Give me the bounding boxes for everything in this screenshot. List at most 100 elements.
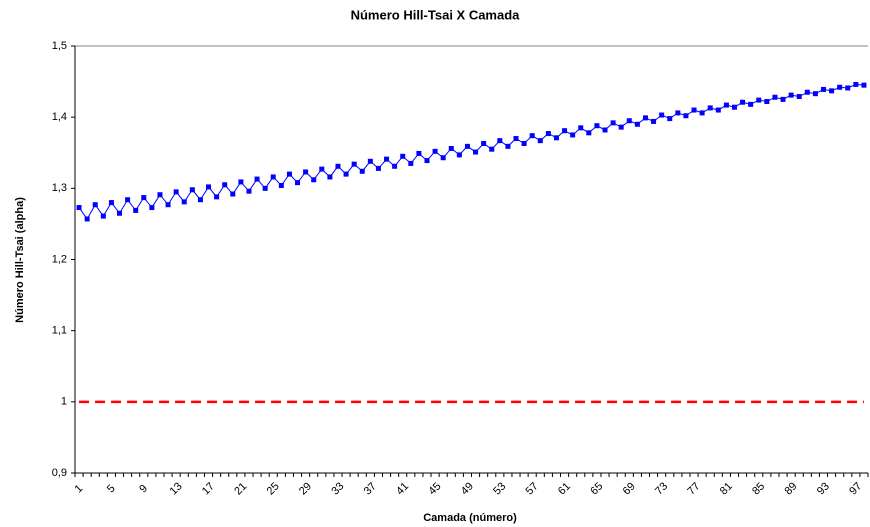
marker	[586, 130, 592, 136]
marker	[440, 155, 446, 161]
marker	[473, 149, 479, 155]
marker	[820, 86, 826, 92]
x-tick-label: 61	[556, 480, 573, 497]
marker	[578, 125, 584, 131]
marker	[351, 161, 357, 167]
marker	[845, 85, 851, 91]
marker	[141, 195, 147, 201]
marker	[683, 113, 689, 119]
marker	[618, 124, 624, 130]
marker	[254, 176, 260, 182]
marker	[659, 112, 665, 118]
x-tick-label: 41	[394, 480, 411, 497]
marker	[76, 205, 82, 211]
marker	[238, 179, 244, 185]
marker	[667, 116, 673, 122]
marker	[108, 200, 114, 206]
marker	[837, 84, 843, 90]
y-tick-label: 1,2	[52, 253, 67, 265]
marker	[634, 121, 640, 127]
marker	[464, 143, 470, 149]
x-tick-label: 37	[362, 480, 379, 497]
x-tick-label: 21	[232, 480, 249, 497]
marker	[92, 202, 98, 208]
x-tick-label: 1	[73, 483, 86, 496]
marker	[311, 177, 317, 183]
x-tick-label: 17	[200, 480, 217, 497]
marker	[651, 118, 657, 124]
x-tick-label: 77	[685, 480, 702, 497]
marker	[861, 82, 867, 88]
marker	[416, 150, 422, 156]
y-tick-label: 0,9	[52, 467, 67, 479]
marker	[84, 216, 90, 222]
marker	[367, 158, 373, 164]
marker	[553, 135, 559, 141]
marker	[424, 158, 430, 164]
marker	[222, 182, 228, 188]
marker	[206, 184, 212, 190]
marker	[335, 163, 341, 169]
marker	[165, 202, 171, 208]
marker	[545, 131, 551, 137]
marker	[197, 197, 203, 203]
marker	[521, 140, 527, 146]
marker	[642, 115, 648, 121]
marker	[691, 107, 697, 113]
marker	[537, 138, 543, 144]
marker	[788, 92, 794, 98]
marker	[715, 107, 721, 113]
marker	[456, 152, 462, 158]
marker	[270, 174, 276, 180]
y-tick-label: 1,3	[52, 182, 67, 194]
x-tick-label: 85	[750, 480, 767, 497]
marker	[173, 189, 179, 195]
marker	[699, 110, 705, 116]
marker	[214, 194, 220, 200]
marker	[100, 213, 106, 219]
marker	[157, 192, 163, 198]
x-tick-label: 65	[588, 480, 605, 497]
x-axis-title: Camada (número)	[423, 512, 517, 524]
x-tick-label: 45	[426, 480, 443, 497]
marker	[181, 199, 187, 205]
marker	[853, 81, 859, 87]
marker	[286, 171, 292, 177]
x-tick-label: 5	[105, 483, 118, 496]
x-tick-label: 9	[137, 483, 150, 496]
marker	[796, 94, 802, 100]
marker	[780, 96, 786, 102]
y-axis-title: Número Hill-Tsai (alpha)	[14, 197, 26, 323]
x-tick-label: 49	[459, 480, 476, 497]
marker	[327, 174, 333, 180]
marker	[319, 166, 325, 172]
marker	[303, 169, 309, 175]
marker	[149, 205, 155, 211]
marker	[570, 132, 576, 138]
marker	[594, 123, 600, 129]
marker	[230, 191, 236, 197]
y-tick-label: 1,4	[52, 111, 67, 123]
x-tick-label: 53	[491, 480, 508, 497]
marker	[295, 180, 301, 186]
x-tick-label: 25	[265, 480, 282, 497]
marker	[829, 88, 835, 94]
marker	[505, 143, 511, 149]
marker	[602, 127, 608, 133]
marker	[764, 99, 770, 105]
marker	[481, 140, 487, 146]
chart-title: Número Hill-Tsai X Camada	[351, 7, 521, 22]
x-tick-label: 93	[815, 480, 832, 497]
y-tick-label: 1,1	[52, 325, 67, 337]
marker	[117, 210, 123, 216]
marker	[489, 146, 495, 152]
marker	[626, 118, 632, 124]
marker	[400, 153, 406, 159]
marker	[375, 165, 381, 171]
marker	[408, 160, 414, 166]
x-tick-label: 69	[621, 480, 638, 497]
marker	[812, 91, 818, 97]
marker	[731, 104, 737, 110]
marker	[432, 148, 438, 154]
